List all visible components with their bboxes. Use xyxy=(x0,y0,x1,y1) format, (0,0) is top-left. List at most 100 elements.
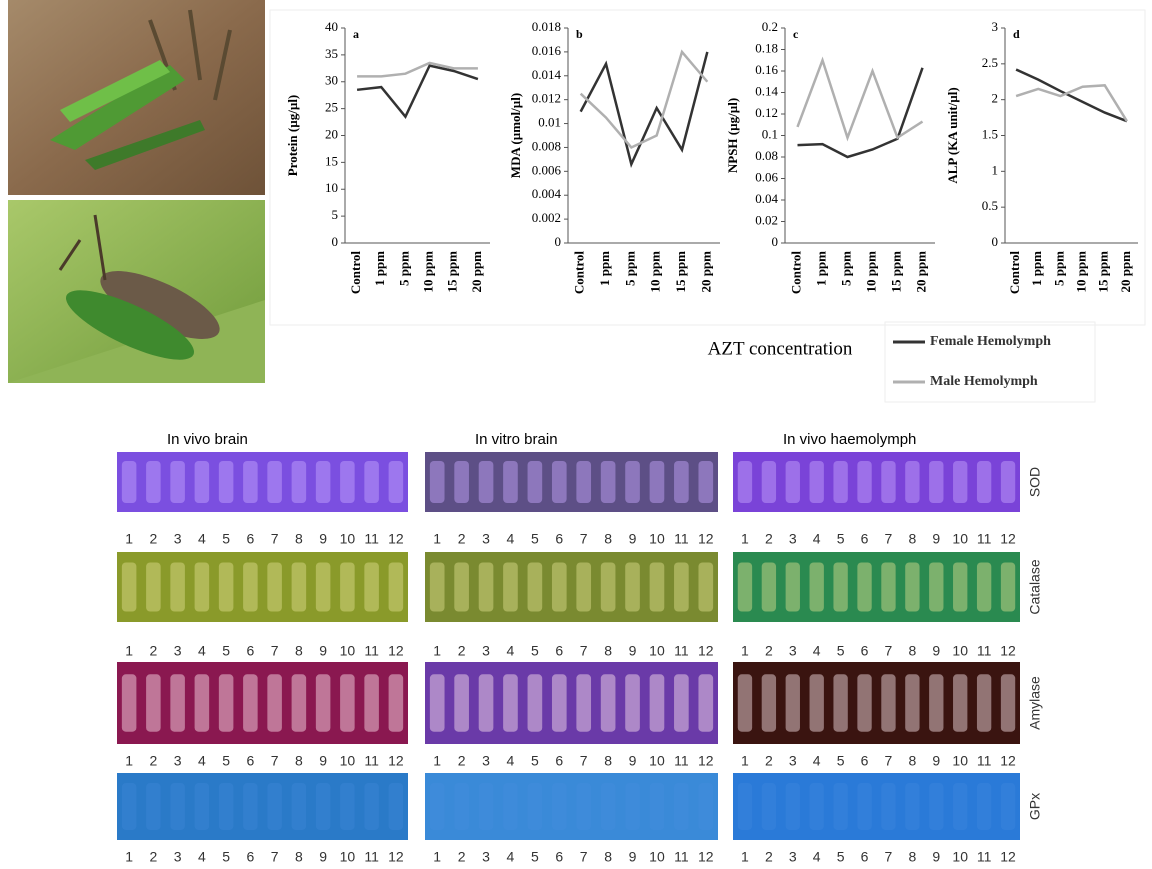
lane-number: 3 xyxy=(482,849,490,865)
lane-number: 2 xyxy=(458,849,466,865)
gel-lane xyxy=(243,674,258,731)
lane-number: 11 xyxy=(674,643,689,659)
y-tick-label: 0.01 xyxy=(538,115,561,130)
gel-lane xyxy=(762,674,776,731)
gel-lane xyxy=(650,674,665,731)
gel-lane xyxy=(698,563,713,612)
gel-lane xyxy=(1001,783,1015,830)
lane-number: 2 xyxy=(149,531,157,547)
lane-number: 3 xyxy=(789,643,797,659)
y-tick-label: 0 xyxy=(332,234,339,249)
gel-lane xyxy=(122,461,137,503)
gel-lane xyxy=(267,461,282,503)
y-tick-label: 0.12 xyxy=(755,105,778,120)
gel-lane xyxy=(340,461,355,503)
lane-number: 11 xyxy=(977,753,992,769)
gel-lane xyxy=(552,563,567,612)
lane-number: 7 xyxy=(580,753,588,769)
lane-number: 2 xyxy=(458,643,466,659)
gel-lane xyxy=(267,783,282,830)
gel-lane xyxy=(170,563,185,612)
gel-lane xyxy=(929,461,943,503)
lane-number: 1 xyxy=(433,849,441,865)
gel-lane xyxy=(528,461,543,503)
gel-lane xyxy=(122,783,137,830)
lane-number: 4 xyxy=(507,643,515,659)
gel-lane xyxy=(650,461,665,503)
lane-number: 12 xyxy=(388,849,404,865)
gel-lane xyxy=(219,563,234,612)
lane-number: 2 xyxy=(458,531,466,547)
y-tick-label: 2.5 xyxy=(982,55,998,70)
y-tick-label: 0.018 xyxy=(532,19,561,34)
gel-lane xyxy=(833,783,847,830)
lane-number: 9 xyxy=(319,531,327,547)
x-tick-label: 5 ppm xyxy=(1051,251,1066,286)
lane-number: 8 xyxy=(908,849,916,865)
y-tick-label: 0.012 xyxy=(532,91,561,106)
y-axis-title: NPSH (µg/µl) xyxy=(725,98,740,173)
gel-lane xyxy=(601,461,616,503)
y-tick-label: 0.18 xyxy=(755,40,778,55)
photo-grasshoppers-leaf xyxy=(8,200,265,383)
gel-lane xyxy=(1001,461,1015,503)
gel-lane xyxy=(146,461,161,503)
x-tick-label: 1 ppm xyxy=(597,251,612,286)
lane-number: 10 xyxy=(649,849,665,865)
lane-number: 10 xyxy=(340,531,356,547)
y-tick-label: 0.5 xyxy=(982,198,998,213)
x-tick-label: Control xyxy=(348,251,363,294)
lane-number: 2 xyxy=(149,643,157,659)
gel-lane xyxy=(503,783,518,830)
lane-number: 9 xyxy=(932,849,940,865)
gel-lane xyxy=(738,783,752,830)
lane-number: 8 xyxy=(295,753,303,769)
lane-number: 9 xyxy=(932,531,940,547)
lane-number: 4 xyxy=(507,753,515,769)
y-tick-label: 0.006 xyxy=(532,162,562,177)
lane-number: 2 xyxy=(458,753,466,769)
lane-number: 11 xyxy=(364,753,379,769)
lane-number: 5 xyxy=(531,531,539,547)
lane-number: 6 xyxy=(555,849,563,865)
gel-lane xyxy=(810,461,824,503)
lane-number: 1 xyxy=(125,643,133,659)
gel-lane xyxy=(977,563,991,612)
y-tick-label: 35 xyxy=(325,46,338,61)
gel-lane xyxy=(881,674,895,731)
gel-lane xyxy=(650,563,665,612)
lane-number: 11 xyxy=(674,849,689,865)
gel-lane xyxy=(953,461,967,503)
x-tick-label: 20 ppm xyxy=(1118,251,1133,293)
lane-number: 9 xyxy=(629,849,637,865)
lane-number: 12 xyxy=(388,753,404,769)
gel-lane xyxy=(833,563,847,612)
gel-lane xyxy=(503,674,518,731)
lane-number: 1 xyxy=(741,643,749,659)
x-tick-label: Control xyxy=(572,251,587,294)
x-tick-label: Control xyxy=(1007,251,1022,294)
lane-number: 9 xyxy=(932,753,940,769)
lane-number: 4 xyxy=(198,849,206,865)
lane-number: 5 xyxy=(531,643,539,659)
gel-lane xyxy=(625,461,640,503)
lane-number: 8 xyxy=(295,643,303,659)
gel-lane xyxy=(738,563,752,612)
gel-lane xyxy=(674,674,689,731)
lane-number: 3 xyxy=(174,531,182,547)
gel-lane xyxy=(857,674,871,731)
gel-lane xyxy=(786,461,800,503)
gel-lane xyxy=(479,783,494,830)
series-line xyxy=(798,68,923,157)
gel-lane xyxy=(479,461,494,503)
gel-lane xyxy=(454,563,469,612)
y-axis-title: ALP (KA unit/µl) xyxy=(945,87,960,183)
lane-number: 6 xyxy=(246,753,254,769)
gel-lane xyxy=(833,461,847,503)
gel-lane xyxy=(454,461,469,503)
lane-number: 8 xyxy=(295,531,303,547)
gel-lane xyxy=(905,461,919,503)
lane-number: 11 xyxy=(977,849,992,865)
x-tick-label: 15 ppm xyxy=(888,251,903,293)
lane-number: 5 xyxy=(837,643,845,659)
